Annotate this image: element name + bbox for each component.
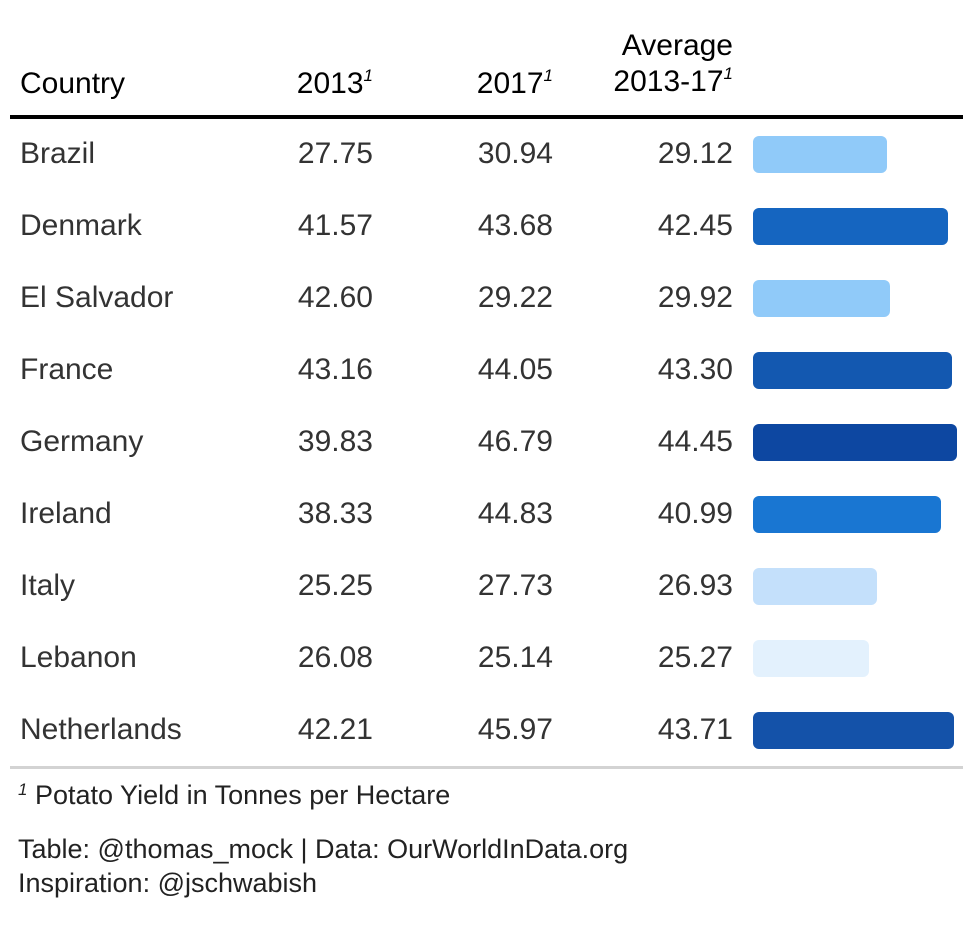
source-line: Table: @thomas_mock | Data: OurWorldInDa… xyxy=(18,834,629,864)
header-2013: 20131 xyxy=(230,66,373,106)
value-2017-cell: 27.73 xyxy=(477,569,553,602)
country-cell: Lebanon xyxy=(20,641,137,674)
value-2013-cell: 42.21 xyxy=(297,713,373,746)
value-2017-cell: 29.22 xyxy=(477,281,553,314)
header-average: Average 2013-171 xyxy=(560,28,733,104)
average-cell: 40.99 xyxy=(657,497,733,530)
value-2013-cell: 25.25 xyxy=(297,569,373,602)
header-2017: 20171 xyxy=(410,66,553,106)
header-average-line2: 2013-17 xyxy=(613,65,724,98)
footer-rule xyxy=(10,766,963,769)
country-cell: Germany xyxy=(20,425,144,458)
value-2013-cell: 39.83 xyxy=(297,425,373,458)
value-2013-cell: 26.08 xyxy=(297,641,373,674)
inspiration-line: Inspiration: @jschwabish xyxy=(18,868,318,898)
average-bar xyxy=(753,208,948,245)
value-2017-cell: 46.79 xyxy=(477,425,553,458)
header-average-line1: Average xyxy=(621,29,733,62)
country-cell: Netherlands xyxy=(20,713,182,746)
value-2013-cell: 27.75 xyxy=(297,137,373,170)
header-2017-label: 2017 xyxy=(476,67,544,100)
country-cell: Brazil xyxy=(20,137,96,170)
value-2017-cell: 43.68 xyxy=(477,209,553,242)
average-bar xyxy=(753,280,890,317)
header-country-label: Country xyxy=(20,67,126,100)
value-2017-cell: 30.94 xyxy=(477,137,553,170)
country-cell: Ireland xyxy=(20,497,112,530)
average-bar xyxy=(753,352,952,389)
value-2013-cell: 43.16 xyxy=(297,353,373,386)
footnote-marker: 1 xyxy=(543,66,553,85)
footnote-text: Potato Yield in Tonnes per Hectare xyxy=(34,780,451,810)
average-cell: 29.12 xyxy=(657,137,733,170)
value-2013-cell: 41.57 xyxy=(297,209,373,242)
footnote-marker: 1 xyxy=(18,780,28,799)
average-bar xyxy=(753,496,941,533)
average-cell: 43.30 xyxy=(657,353,733,386)
average-bar xyxy=(753,568,877,605)
header-country: Country xyxy=(20,66,125,102)
average-bar xyxy=(753,424,957,461)
value-2017-cell: 44.05 xyxy=(477,353,553,386)
average-cell: 42.45 xyxy=(657,209,733,242)
footnote: 1 Potato Yield in Tonnes per Hectare xyxy=(18,780,450,811)
value-2013-cell: 42.60 xyxy=(297,281,373,314)
average-cell: 25.27 xyxy=(657,641,733,674)
average-bar xyxy=(753,712,954,749)
header-rule xyxy=(10,115,963,119)
country-cell: Denmark xyxy=(20,209,142,242)
value-2013-cell: 38.33 xyxy=(297,497,373,530)
average-cell: 44.45 xyxy=(657,425,733,458)
average-cell: 29.92 xyxy=(657,281,733,314)
country-cell: France xyxy=(20,353,114,386)
footnote-marker: 1 xyxy=(723,64,733,83)
average-cell: 26.93 xyxy=(657,569,733,602)
country-cell: Italy xyxy=(20,569,76,602)
footnote-marker: 1 xyxy=(363,66,373,85)
value-2017-cell: 25.14 xyxy=(477,641,553,674)
average-bar xyxy=(753,136,887,173)
country-cell: El Salvador xyxy=(20,281,174,314)
header-2013-label: 2013 xyxy=(296,67,364,100)
average-cell: 43.71 xyxy=(657,713,733,746)
average-bar xyxy=(753,640,869,677)
value-2017-cell: 45.97 xyxy=(477,713,553,746)
value-2017-cell: 44.83 xyxy=(477,497,553,530)
